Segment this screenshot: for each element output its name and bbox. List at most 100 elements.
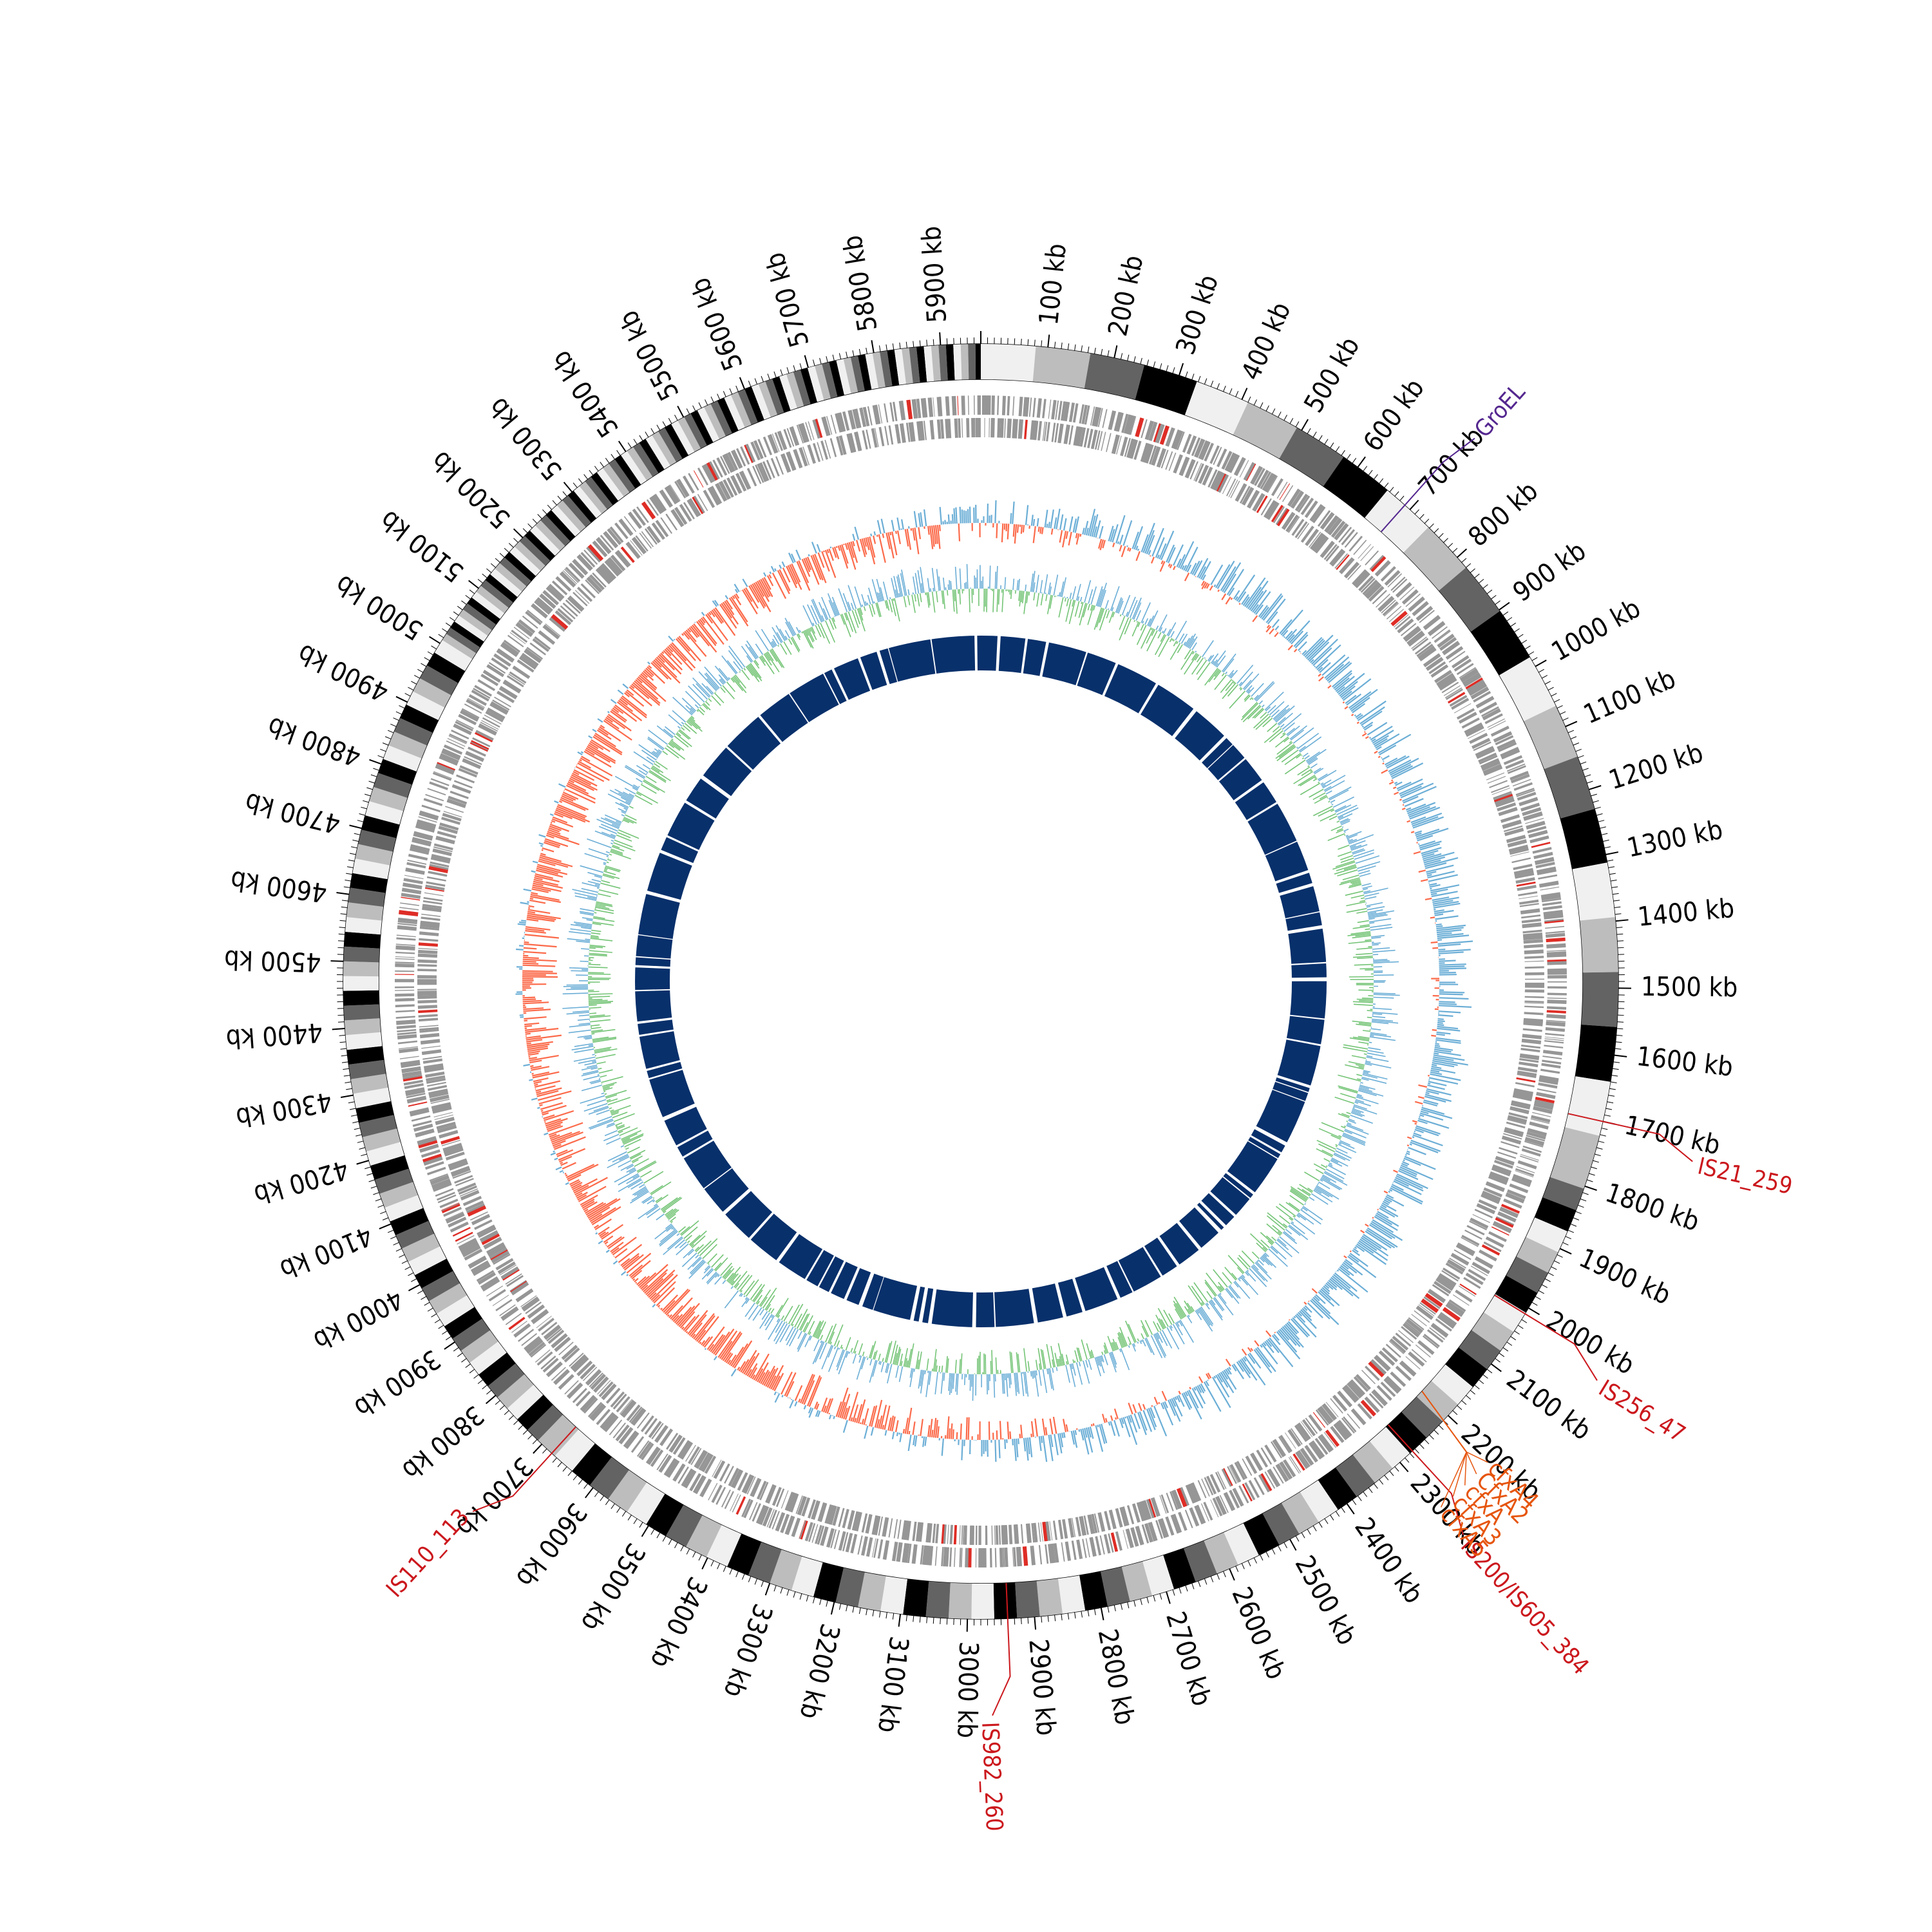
gene-mark <box>935 1524 940 1544</box>
gene-mark <box>589 1403 605 1420</box>
gene-mark <box>692 1475 704 1493</box>
gene-mark <box>464 703 482 714</box>
tick-mark <box>339 1041 346 1043</box>
gene-mark <box>999 418 1004 438</box>
gene-mark <box>558 1374 574 1390</box>
gene-mark <box>916 399 922 419</box>
tick-mark <box>359 1147 366 1150</box>
gene-mark <box>1539 880 1559 887</box>
gene-mark <box>871 428 878 448</box>
inner-feature-gap <box>996 635 1001 672</box>
tick-mark <box>905 1615 907 1622</box>
tick-mark <box>1260 1554 1264 1561</box>
karyotype-band <box>394 717 433 746</box>
gene-mark <box>564 1380 579 1395</box>
gene-mark <box>1422 1335 1439 1349</box>
gene-mark <box>1419 610 1435 623</box>
gene-mark <box>412 837 432 846</box>
gene-mark <box>1437 1315 1455 1329</box>
gene-mark <box>1116 412 1124 432</box>
gene-mark <box>1532 847 1552 854</box>
inner-feature-gap <box>636 1017 673 1025</box>
gene-mark <box>1513 867 1534 875</box>
tick-label: 300 kb <box>1170 271 1224 359</box>
tick-mark <box>583 474 589 480</box>
karyotype-band <box>903 1579 929 1617</box>
karyotype-band <box>808 366 824 402</box>
annotation-label: IS21_259 <box>1695 1153 1795 1200</box>
gene-mark <box>608 557 623 574</box>
gene-mark <box>1395 582 1412 598</box>
karyotype-band <box>345 1032 383 1050</box>
tick-mark <box>1185 1585 1188 1592</box>
karyotype-band <box>378 759 417 785</box>
tick-mark <box>1452 547 1458 553</box>
gene-mark <box>1229 1465 1238 1483</box>
gene-mark <box>718 480 732 500</box>
gene-mark <box>1503 1133 1522 1140</box>
gene-mark <box>1165 427 1175 447</box>
tick-mark <box>1113 345 1118 359</box>
annotation-leader <box>1567 1113 1693 1162</box>
gene-mark <box>1184 1510 1193 1528</box>
karyotype-band <box>652 431 677 466</box>
inner-feature-gap <box>972 1291 977 1328</box>
gene-mark <box>1217 1471 1227 1490</box>
gene-mark <box>1245 1455 1258 1474</box>
karyotype-band <box>467 597 500 625</box>
gene-mark <box>1486 772 1505 781</box>
karyotype-band <box>345 916 382 935</box>
gene-mark <box>1473 741 1492 752</box>
inner-feature-gap <box>918 1287 929 1323</box>
gene-mark <box>1244 1482 1256 1501</box>
tick-mark <box>337 940 345 942</box>
gene-mark <box>1115 412 1121 431</box>
gene-mark <box>395 989 415 991</box>
gene-mark <box>1521 1149 1541 1157</box>
karyotype-band <box>815 364 831 401</box>
gene-mark <box>456 774 475 784</box>
tick-mark <box>1486 589 1493 594</box>
gene-mark <box>769 434 779 453</box>
gene-mark <box>1495 1157 1515 1166</box>
gene-mark <box>655 1425 668 1443</box>
gene-mark <box>826 1528 835 1548</box>
gene-mark <box>555 576 572 592</box>
gene-mark <box>1219 1495 1229 1513</box>
gene-mark <box>1475 747 1495 759</box>
gene-mark <box>1539 1075 1559 1082</box>
tick-mark <box>616 450 621 456</box>
gene-mark <box>1378 1350 1396 1366</box>
gene-mark <box>421 1049 442 1056</box>
tick-mark <box>408 1272 414 1276</box>
tick-mark <box>1318 435 1323 441</box>
gene-mark <box>674 507 688 525</box>
tick-mark <box>532 518 538 524</box>
gene-mark <box>430 1094 450 1103</box>
gene-mark <box>1093 407 1102 427</box>
gene-mark <box>1194 1506 1203 1525</box>
gene-mark <box>1466 679 1485 692</box>
gene-mark <box>1016 1547 1019 1567</box>
gene-mark <box>762 1507 773 1527</box>
tick-mark <box>332 1027 345 1030</box>
tick-mark <box>552 1457 558 1463</box>
gene-mark <box>1079 1516 1087 1536</box>
gene-mark <box>1295 1451 1309 1470</box>
gene-mark <box>1497 739 1516 750</box>
karyotype-band <box>375 1168 413 1194</box>
tick-mark <box>395 1248 402 1252</box>
karyotype-band <box>938 345 948 381</box>
gene-mark <box>487 665 504 676</box>
gene-mark <box>1545 931 1565 934</box>
gene-mark <box>1215 1495 1227 1515</box>
tick-mark <box>913 341 914 348</box>
tick-mark <box>1613 1061 1620 1063</box>
tick-mark <box>465 594 471 600</box>
gene-mark <box>1062 1519 1068 1539</box>
gene-mark <box>1132 1503 1141 1523</box>
tick-mark <box>1120 1603 1123 1610</box>
karyotype-band <box>779 374 797 410</box>
gene-mark <box>823 416 831 436</box>
